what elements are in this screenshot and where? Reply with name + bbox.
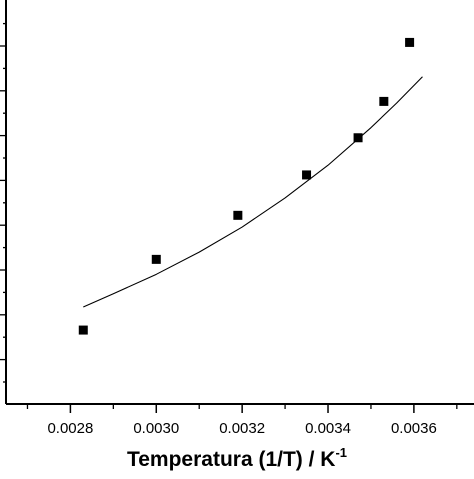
data-point: [151, 254, 161, 264]
data-point: [353, 133, 363, 143]
x-axis-label: Temperatura (1/T) / K-1: [127, 445, 347, 471]
x-tick-label: 0.0028: [47, 420, 93, 437]
data-point: [405, 37, 415, 47]
x-axis-label-superscript: -1: [335, 445, 347, 460]
x-tick-label: 0.0030: [133, 420, 179, 437]
x-axis-label-text: Temperatura (1/T) / K: [127, 448, 335, 471]
data-point: [302, 170, 312, 180]
x-ticks: 0.0028 0.0030 0.0032 0.0034 0.0036: [26, 404, 458, 437]
y-ticks: [0, 22, 6, 383]
fit-curve: [83, 76, 423, 308]
x-tick-label: 0.0032: [219, 420, 265, 437]
x-tick-label: 0.0034: [305, 420, 351, 437]
x-tick-label: 0.0036: [391, 420, 437, 437]
data-point: [233, 210, 243, 220]
axes: [5, 0, 474, 405]
data-point: [78, 325, 88, 335]
data-points: [78, 37, 415, 335]
fit-curve-group: [83, 76, 423, 308]
data-point: [379, 96, 389, 106]
